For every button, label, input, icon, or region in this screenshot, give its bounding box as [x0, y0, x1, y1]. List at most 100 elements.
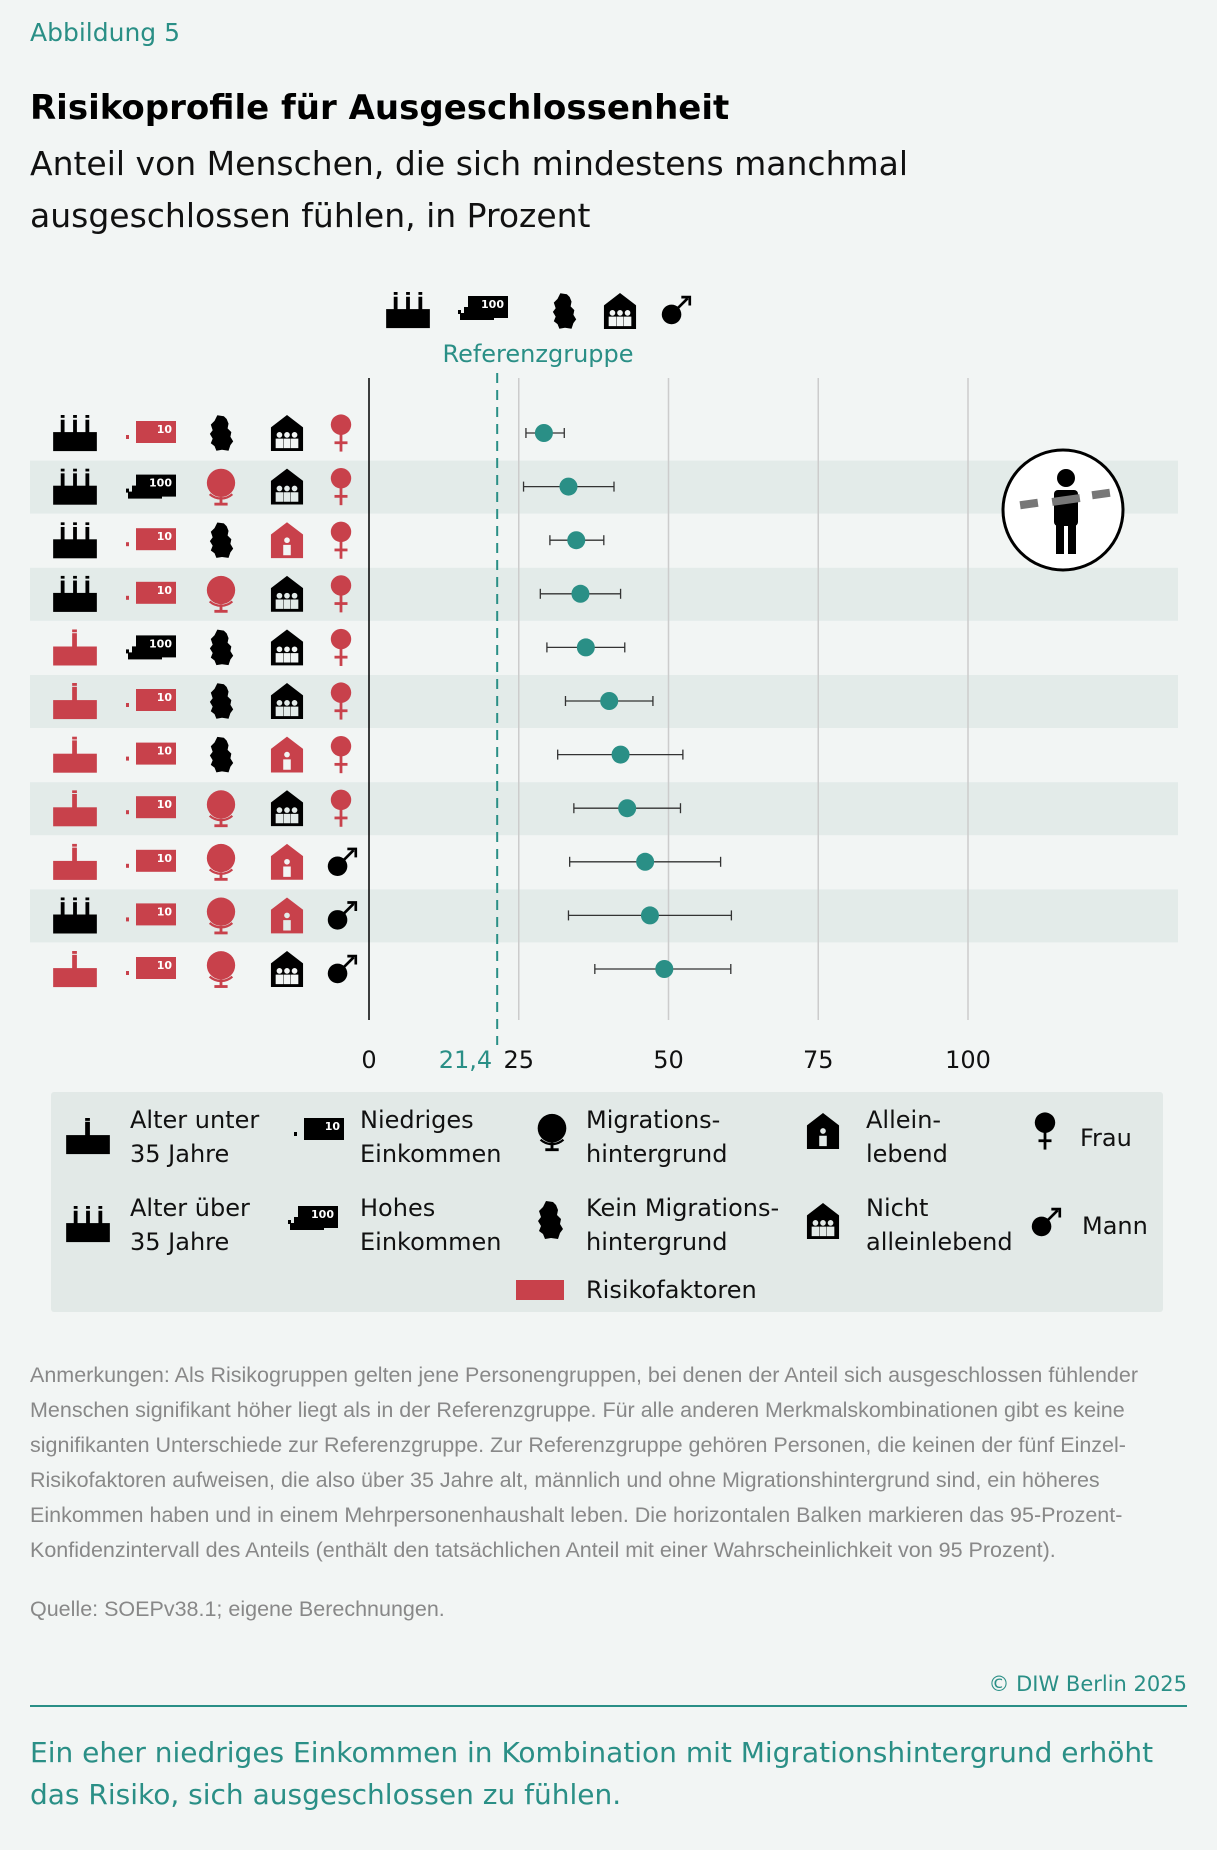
globe-icon	[205, 949, 237, 990]
excluded-person-badge	[1001, 448, 1125, 572]
low-income-icon: 10	[126, 581, 176, 604]
single-household-icon	[270, 522, 304, 559]
legend-migration-label: Migrations-hintergrund	[586, 1106, 727, 1168]
legend-low-income-icon: 10	[294, 1118, 344, 1140]
age-over-35-icon	[386, 292, 430, 329]
legend-risk-swatch	[516, 1280, 564, 1300]
germany-icon	[209, 736, 234, 773]
low-income-icon: 10	[126, 796, 176, 819]
legend-female-label: Frau	[1080, 1124, 1132, 1152]
x-tick-label: 25	[503, 1046, 534, 1074]
reference-profile-icons: 100	[386, 292, 692, 329]
high-income-icon: 100	[126, 474, 176, 499]
money-high-label: 100	[311, 1208, 334, 1221]
row-profile: 100	[53, 467, 352, 507]
germany-icon	[209, 629, 234, 666]
money-high-label: 100	[481, 298, 504, 311]
data-point-group	[549, 531, 605, 550]
low-income-icon: 10	[126, 528, 176, 551]
legend-age-under-label: Alter unter 35 Jahre	[130, 1106, 259, 1168]
row-profile: 10	[53, 521, 352, 559]
data-point-group	[522, 477, 615, 496]
data-point-group	[557, 745, 684, 764]
legend-age-over-label: Alter über 35 Jahre	[130, 1194, 250, 1256]
row-profile: 10	[53, 789, 352, 829]
data-point	[534, 424, 553, 442]
legend-box	[51, 1092, 1163, 1312]
germany-icon	[209, 522, 234, 558]
legend-low-income-label: Niedriges Einkommen	[360, 1106, 502, 1168]
data-point-group	[564, 692, 654, 710]
male-icon	[326, 953, 358, 985]
money-low-label: 10	[157, 423, 173, 436]
grid-lines	[368, 378, 969, 1020]
female-icon	[330, 414, 352, 452]
data-point-group	[525, 424, 565, 442]
data-point-group	[567, 906, 733, 925]
low-income-icon: 10	[126, 903, 176, 926]
reference-value-label: 21,4	[439, 1046, 492, 1074]
multi-household-icon	[270, 415, 304, 451]
data-point	[611, 745, 630, 764]
x-tick-label: 0	[361, 1046, 376, 1074]
money-low-label: 10	[157, 584, 173, 597]
copyright: © DIW Berlin 2025	[988, 1672, 1187, 1696]
legend-single-household-icon	[806, 1113, 840, 1149]
excluded-person-icon	[1019, 469, 1111, 554]
data-point-group	[569, 852, 722, 871]
row-profile: 10	[53, 949, 358, 990]
money-low-label: 10	[157, 852, 173, 865]
legend-multi-household-icon	[806, 1203, 840, 1239]
female-icon	[330, 736, 352, 774]
high-income-icon: 100	[126, 635, 176, 660]
germany-icon	[552, 293, 577, 329]
divider	[30, 1705, 1187, 1707]
legend-risk-label: Risikofaktoren	[586, 1276, 757, 1304]
legend-single-label: Allein-lebend	[866, 1106, 948, 1168]
low-income-icon: 10	[126, 849, 176, 872]
low-income-icon: 10	[126, 421, 176, 443]
multi-household-icon	[270, 951, 304, 987]
row-profile: 100	[53, 628, 352, 666]
female-icon	[330, 628, 352, 666]
money-low-label: 10	[157, 691, 173, 704]
data-point	[600, 692, 619, 710]
data-point	[655, 960, 674, 978]
row-profile: 10	[53, 896, 358, 936]
reference-group-label: Referenzgruppe	[442, 340, 633, 368]
money-low-label: 10	[157, 745, 173, 758]
legend-female-icon	[1034, 1112, 1056, 1150]
multi-household-icon	[270, 629, 304, 666]
multi-household-icon	[603, 293, 637, 329]
legend-age-under-icon	[66, 1118, 110, 1155]
money-low-label: 10	[157, 530, 173, 543]
money-high-label: 100	[149, 477, 172, 490]
row-profile: 10	[53, 842, 358, 882]
money-low-label: 10	[157, 905, 173, 918]
legend-no-migration-label: Kein Migrations-hintergrund	[586, 1194, 779, 1256]
x-tick-label: 50	[653, 1046, 684, 1074]
low-income-icon: 10	[126, 742, 176, 765]
legend-male-icon	[1030, 1206, 1062, 1238]
age-over-35-icon	[53, 522, 97, 559]
source: Quelle: SOEPv38.1; eigene Berechnungen.	[30, 1597, 445, 1621]
male-icon	[326, 846, 358, 878]
globe-icon	[205, 842, 237, 882]
age-under-35-icon	[53, 843, 97, 880]
data-point	[571, 584, 590, 603]
single-household-icon	[270, 843, 304, 880]
money-high-label: 100	[149, 637, 172, 650]
legend-multi-label: Nicht alleinlebend	[866, 1194, 1013, 1256]
row-profile: 10	[53, 414, 352, 452]
data-point-group	[546, 638, 626, 657]
legend-high-income-label: Hohes Einkommen	[360, 1194, 502, 1256]
figure-label: Abbildung 5	[30, 18, 181, 47]
money-low-label: 10	[325, 1120, 341, 1133]
legend-male-label: Mann	[1082, 1212, 1148, 1240]
age-under-35-icon	[53, 736, 97, 773]
notes: Anmerkungen: Als Risikogruppen gelten je…	[30, 1363, 1138, 1562]
data-point-group	[539, 584, 622, 603]
legend-germany-icon	[538, 1201, 563, 1239]
money-low-label: 10	[157, 798, 173, 811]
